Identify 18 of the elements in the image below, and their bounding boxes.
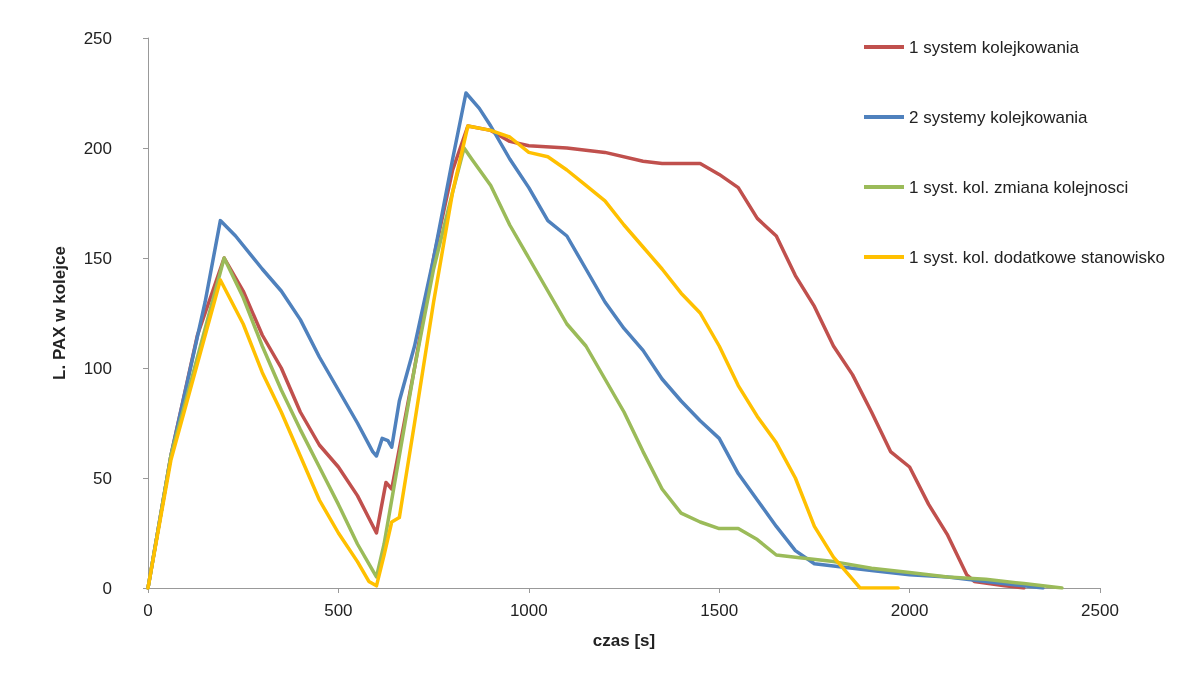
y-tick-label: 100 [83, 358, 112, 378]
x-tick-label: 2000 [890, 601, 929, 620]
x-tick-label: 0 [143, 601, 153, 620]
x-tick-label: 2500 [1081, 601, 1119, 620]
legend-label: 1 system kolejkowania [909, 37, 1080, 57]
x-axis-title: czas [s] [592, 631, 656, 650]
x-tick-label: 1500 [700, 601, 739, 620]
y-tick-label: 0 [102, 578, 112, 598]
x-tick-label: 500 [324, 601, 353, 620]
y-tick-label: 50 [93, 468, 112, 488]
y-axis-title: L. PAX w kolejce [50, 246, 69, 380]
y-tick-label: 200 [83, 138, 112, 158]
legend-label: 1 syst. kol. dodatkowe stanowisko [909, 247, 1166, 267]
x-tick-label: 1000 [509, 601, 548, 620]
y-tick-label: 150 [83, 248, 112, 268]
y-tick-label: 250 [83, 28, 112, 48]
legend-label: 1 syst. kol. zmiana kolejnosci [909, 177, 1129, 197]
legend-label: 2 systemy kolejkowania [909, 107, 1089, 127]
